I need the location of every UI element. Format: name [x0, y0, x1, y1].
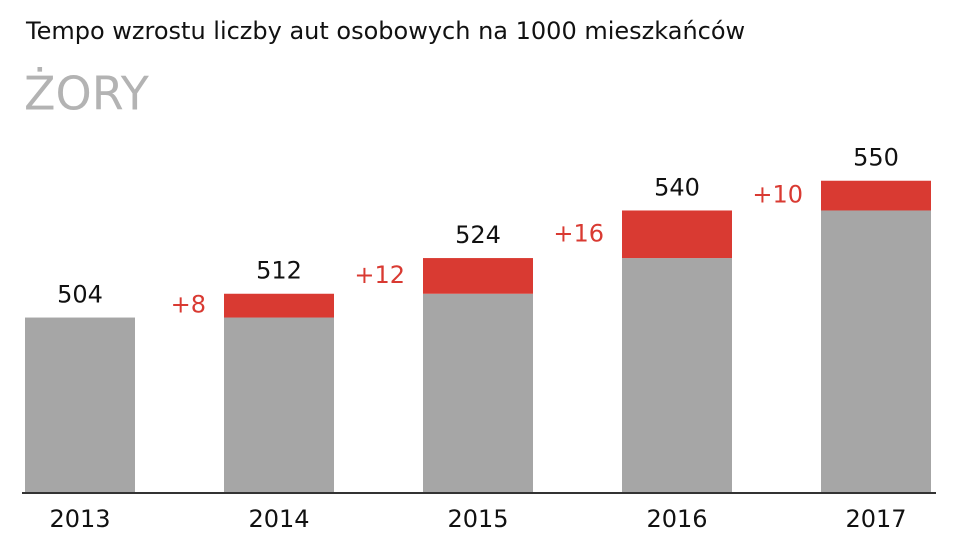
bar-segment — [423, 258, 533, 294]
x-tick-label: 2015 — [447, 505, 508, 533]
bar-segment — [622, 210, 732, 259]
total-label: 550 — [853, 144, 899, 172]
increase-label: +10 — [752, 181, 803, 209]
bar-segment — [821, 180, 931, 211]
total-label: 512 — [256, 257, 302, 285]
chart-title: Tempo wzrostu liczby aut osobowych na 10… — [25, 17, 745, 45]
increase-label: +12 — [354, 261, 405, 289]
bar-segment — [224, 317, 334, 493]
bar-segment — [821, 210, 931, 493]
x-tick-label: 2016 — [646, 505, 707, 533]
total-label: 524 — [455, 221, 501, 249]
bar-segment — [622, 258, 732, 493]
total-label: 504 — [57, 281, 103, 309]
x-tick-label: 2013 — [49, 505, 110, 533]
increase-label: +8 — [171, 291, 206, 319]
bar-segment — [25, 317, 135, 493]
total-label: 540 — [654, 173, 700, 201]
bar-segment — [423, 293, 533, 493]
increase-label: +16 — [553, 219, 604, 247]
x-tick-label: 2017 — [845, 505, 906, 533]
chart-subtitle: ŻORY — [24, 67, 150, 121]
x-tick-label: 2014 — [248, 505, 309, 533]
bar-segment — [224, 293, 334, 318]
